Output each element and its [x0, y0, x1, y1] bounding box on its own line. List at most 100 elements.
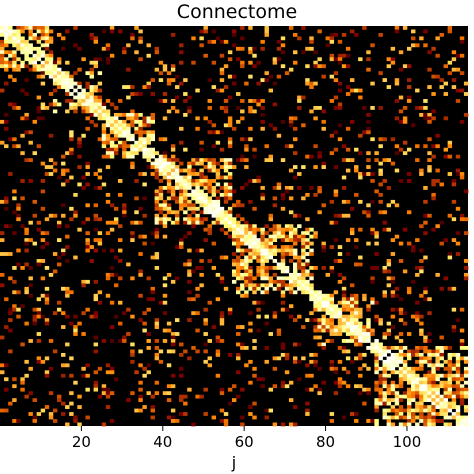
- heatmap-cell: [345, 92, 351, 96]
- heatmap-cell: [211, 123, 217, 128]
- heatmap-cell: [170, 168, 176, 173]
- heatmap-cell: [293, 269, 298, 274]
- heatmap-cell: [349, 332, 355, 336]
- heatmap-cell: [374, 234, 379, 239]
- heatmap-cell: [423, 286, 428, 291]
- heatmap-cell: [138, 123, 143, 128]
- heatmap-cell: [435, 405, 440, 409]
- heatmap-cell: [333, 259, 339, 263]
- heatmap-cell: [451, 325, 457, 329]
- heatmap-cell: [154, 192, 160, 197]
- heatmap-cell: [219, 106, 225, 110]
- heatmap-cell: [333, 290, 339, 295]
- heatmap-cell: [272, 126, 278, 131]
- heatmap-cell: [272, 266, 278, 270]
- heatmap-cell: [321, 74, 326, 79]
- heatmap-cell: [179, 161, 184, 166]
- heatmap-cell: [248, 231, 253, 236]
- heatmap-cell: [268, 248, 274, 253]
- heatmap-cell: [394, 412, 400, 416]
- heatmap-cell: [77, 140, 82, 145]
- heatmap-cell: [20, 36, 25, 41]
- heatmap-cell: [260, 112, 265, 117]
- heatmap-cell: [443, 238, 448, 242]
- heatmap-cell: [406, 377, 412, 382]
- heatmap-cell: [211, 199, 217, 204]
- heatmap-cell: [321, 321, 326, 326]
- heatmap-cell: [219, 276, 225, 281]
- heatmap-cell: [24, 64, 29, 69]
- heatmap-cell: [48, 366, 54, 371]
- heatmap-cell: [101, 106, 107, 110]
- heatmap-cell: [386, 276, 392, 281]
- heatmap-cell: [69, 401, 74, 406]
- heatmap-cell: [276, 248, 282, 253]
- heatmap-cell: [354, 168, 359, 173]
- heatmap-cell: [406, 405, 412, 409]
- heatmap-cell: [337, 279, 343, 284]
- heatmap-cell: [219, 175, 225, 180]
- heatmap-cell: [317, 29, 322, 34]
- heatmap-cell: [349, 307, 355, 312]
- heatmap-cell: [309, 293, 314, 298]
- heatmap-cell: [451, 286, 457, 291]
- heatmap-cell: [423, 116, 428, 121]
- heatmap-cell: [61, 203, 66, 208]
- heatmap-cell: [288, 283, 294, 288]
- heatmap-cell: [301, 95, 306, 100]
- heatmap-cell: [305, 286, 310, 291]
- heatmap-cell: [333, 304, 339, 309]
- heatmap-cell: [427, 151, 432, 156]
- heatmap-cell: [321, 304, 326, 309]
- heatmap-cell: [4, 50, 9, 55]
- heatmap-cell: [40, 116, 46, 121]
- heatmap-cell: [423, 380, 428, 385]
- heatmap-cell: [48, 213, 54, 218]
- heatmap-cell: [227, 57, 233, 62]
- heatmap-cell: [248, 74, 253, 79]
- heatmap-cell: [382, 220, 387, 225]
- heatmap-cell: [256, 283, 261, 288]
- heatmap-cell: [179, 179, 184, 183]
- heatmap-cell: [24, 238, 29, 242]
- heatmap-cell: [16, 314, 21, 319]
- heatmap-cell: [280, 248, 286, 253]
- heatmap-cell: [321, 380, 326, 385]
- heatmap-cell: [317, 290, 322, 295]
- heatmap-cell: [162, 328, 168, 333]
- heatmap-cell: [260, 227, 265, 232]
- heatmap-cell: [236, 231, 241, 236]
- heatmap-cell: [122, 140, 127, 145]
- heatmap-cell: [16, 57, 21, 62]
- heatmap-cell: [12, 106, 17, 110]
- heatmap-cell: [288, 227, 294, 232]
- heatmap-cell: [284, 356, 290, 361]
- heatmap-cell: [130, 165, 135, 169]
- heatmap-cell: [166, 328, 172, 333]
- heatmap-cell: [329, 412, 335, 416]
- heatmap-cell: [207, 199, 212, 204]
- heatmap-cell: [52, 67, 58, 72]
- heatmap-cell: [134, 116, 139, 121]
- heatmap-cell: [61, 352, 66, 357]
- heatmap-cell: [191, 206, 196, 211]
- heatmap-cell: [321, 241, 326, 246]
- heatmap-cell: [183, 210, 188, 215]
- heatmap-cell: [423, 339, 428, 343]
- heatmap-cell: [439, 241, 444, 246]
- heatmap-cell: [366, 210, 371, 215]
- heatmap-cell: [268, 245, 274, 249]
- heatmap-cell: [191, 182, 196, 187]
- heatmap-cell: [264, 245, 269, 249]
- heatmap-cell: [203, 196, 208, 201]
- heatmap-cell: [248, 60, 253, 65]
- heatmap-cell: [419, 363, 424, 368]
- heatmap-cell: [366, 57, 371, 62]
- heatmap-cell: [89, 88, 94, 93]
- heatmap-cell: [329, 366, 335, 371]
- heatmap-cell: [101, 126, 107, 131]
- heatmap-cell: [179, 373, 184, 378]
- heatmap-cell: [321, 318, 326, 322]
- heatmap-cell: [236, 262, 241, 267]
- heatmap-cell: [447, 380, 453, 385]
